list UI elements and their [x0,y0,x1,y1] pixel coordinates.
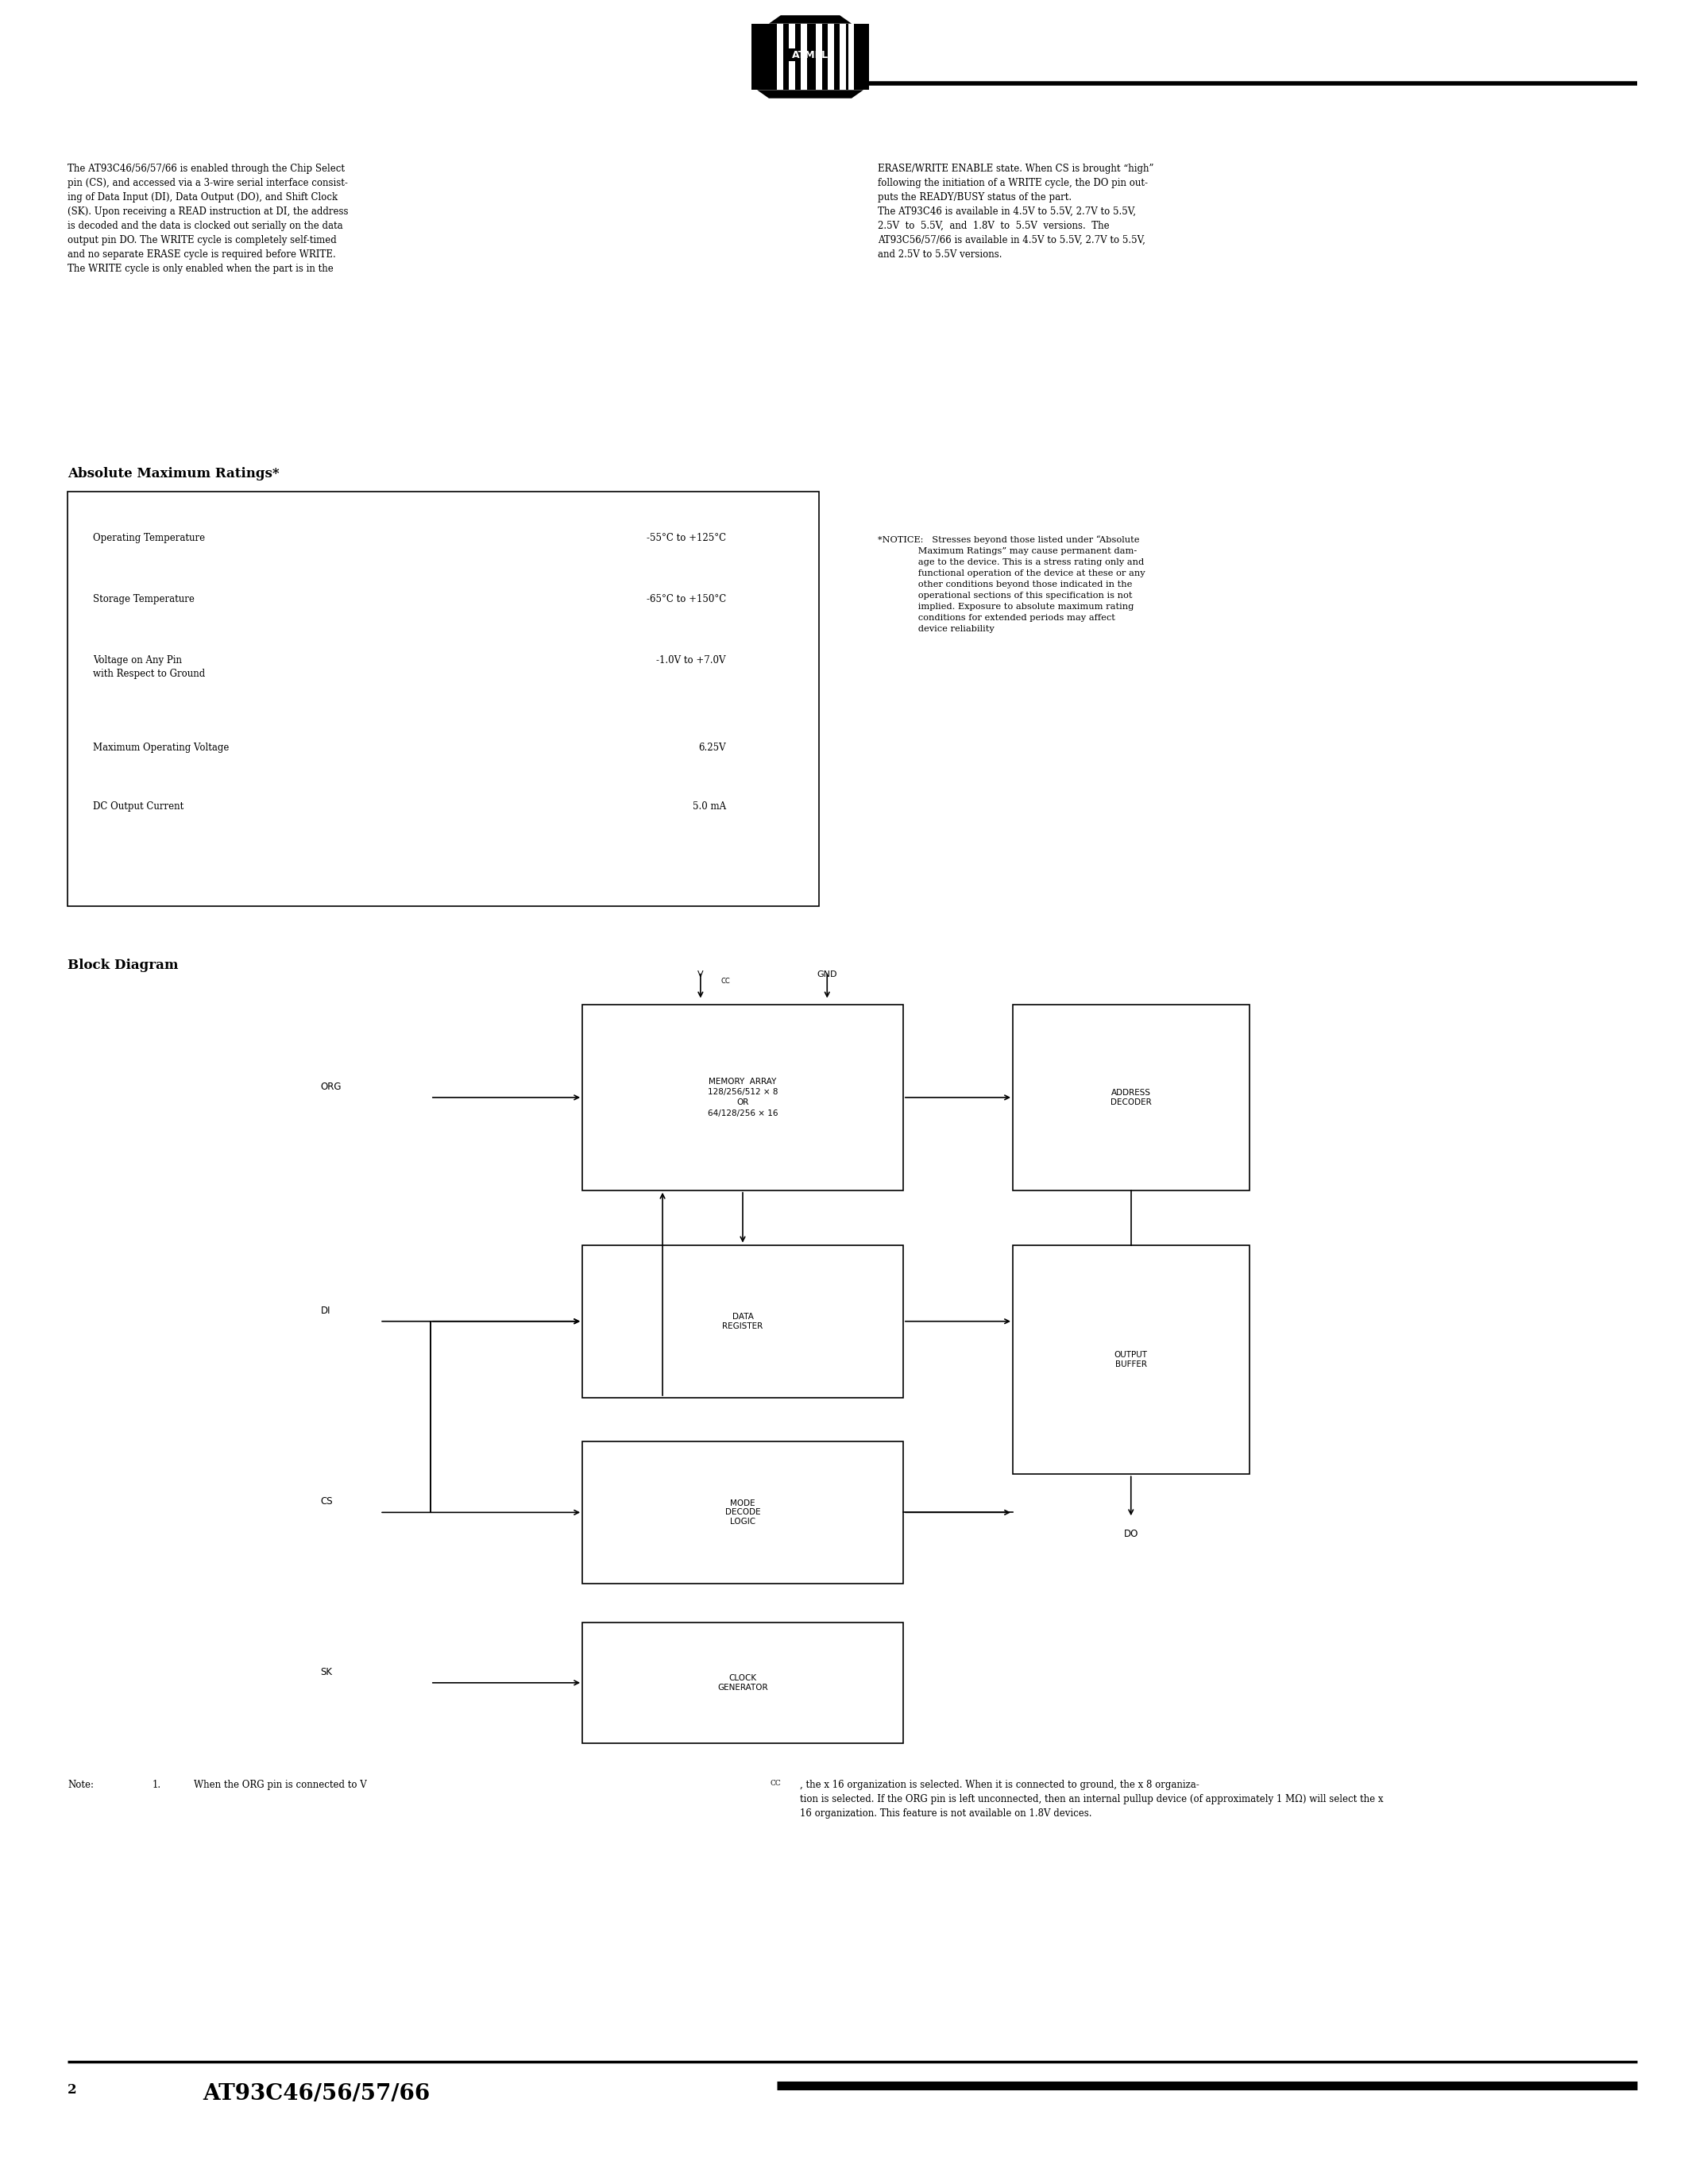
Text: -55°C to +125°C: -55°C to +125°C [647,533,726,544]
Text: -65°C to +150°C: -65°C to +150°C [647,594,726,605]
Text: The AT93C46/56/57/66 is enabled through the Chip Select
pin (CS), and accessed v: The AT93C46/56/57/66 is enabled through … [68,164,348,275]
Text: CC: CC [770,1780,780,1787]
Bar [1013,1245,1249,1474]
Text: 1.: 1. [152,1780,160,1791]
Text: CC: CC [721,978,731,985]
Text: ERASE/WRITE ENABLE state. When CS is brought “high”
following the initiation of : ERASE/WRITE ENABLE state. When CS is bro… [878,164,1155,260]
Text: *NOTICE:   Stresses beyond those listed under “Absolute
              Maximum Ra: *NOTICE: Stresses beyond those listed un… [878,535,1144,633]
Text: Operating Temperature: Operating Temperature [93,533,204,544]
Text: Voltage on Any Pin
with Respect to Ground: Voltage on Any Pin with Respect to Groun… [93,655,204,679]
Text: V: V [697,970,704,978]
Text: Maximum Operating Voltage: Maximum Operating Voltage [93,743,230,753]
Text: 2: 2 [68,2084,76,2097]
Text: CLOCK
GENERATOR: CLOCK GENERATOR [717,1675,768,1690]
Text: GND: GND [817,970,837,978]
Text: , the x 16 organization is selected. When it is connected to ground, the x 8 org: , the x 16 organization is selected. Whe… [800,1780,1384,1819]
Text: ADDRESS
DECODER: ADDRESS DECODER [1111,1090,1151,1105]
Bar [1013,1005,1249,1190]
Text: 6.25V: 6.25V [699,743,726,753]
Text: When the ORG pin is connected to V: When the ORG pin is connected to V [194,1780,366,1791]
Text: MODE
DECODE
LOGIC: MODE DECODE LOGIC [724,1498,760,1527]
Text: AT93C46/56/57/66: AT93C46/56/57/66 [203,2084,430,2105]
Polygon shape [68,491,819,906]
Text: Note:: Note: [68,1780,95,1791]
Text: DI: DI [321,1306,331,1315]
Text: Absolute Maximum Ratings*: Absolute Maximum Ratings* [68,467,279,480]
Text: DC Output Current: DC Output Current [93,802,184,812]
Text: Storage Temperature: Storage Temperature [93,594,194,605]
Text: MEMORY  ARRAY
128/256/512 × 8
OR
64/128/256 × 16: MEMORY ARRAY 128/256/512 × 8 OR 64/128/2… [707,1077,778,1118]
Bar [582,1623,903,1743]
Text: 5.0 mA: 5.0 mA [692,802,726,812]
Text: Block Diagram: Block Diagram [68,959,179,972]
Text: SK: SK [321,1666,333,1677]
Bar [582,1245,903,1398]
Text: DATA
REGISTER: DATA REGISTER [722,1313,763,1330]
Text: OUTPUT
BUFFER: OUTPUT BUFFER [1114,1352,1148,1367]
Bar [582,1005,903,1190]
Text: DO: DO [1124,1529,1138,1540]
Bar [582,1441,903,1583]
Text: CS: CS [321,1496,333,1507]
Text: -1.0V to +7.0V: -1.0V to +7.0V [657,655,726,666]
Text: ORG: ORG [321,1081,341,1092]
